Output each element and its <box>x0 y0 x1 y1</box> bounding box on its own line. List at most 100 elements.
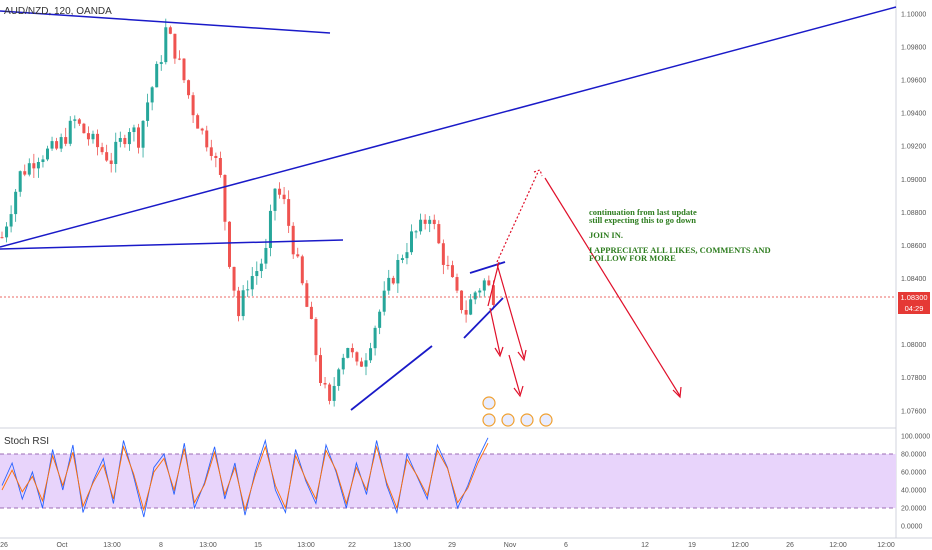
time-axis-label: 29 <box>448 542 456 549</box>
stoch-axis[interactable]: 100.0000 80.0000 60.0000 40.0000 20.0000 0.00… <box>901 434 930 531</box>
candle-body <box>350 347 354 353</box>
trendline-channel-low[interactable] <box>350 345 433 411</box>
wedge-upper[interactable] <box>469 261 506 274</box>
candle-body <box>141 120 145 148</box>
stoch-series-line <box>1 442 489 512</box>
price-axis-label: 1.08600 <box>901 243 926 250</box>
annotation-line: I APPRECIATE ALL LIKES, COMMENTS AND <box>589 245 771 255</box>
stoch-axis-label: 40.0000 <box>901 488 926 495</box>
candle-body <box>405 252 409 259</box>
candle-body <box>59 137 63 149</box>
candle-body <box>23 171 27 175</box>
time-axis-label: 12:00 <box>877 542 895 549</box>
time-axis-label: 13:00 <box>393 542 411 549</box>
price-axis-label: 1.08800 <box>901 210 926 217</box>
time-axis-label: 6 <box>564 542 568 549</box>
flag-icon[interactable] <box>539 413 553 427</box>
price-axis-label: 1.09600 <box>901 78 926 85</box>
annotation-line: still expecting this to go down <box>589 215 696 225</box>
flag-icon[interactable] <box>482 413 496 427</box>
candle-body <box>355 352 359 362</box>
candle-body <box>77 119 81 124</box>
time-axis-label: 12 <box>641 542 649 549</box>
candle-body <box>237 290 241 317</box>
candle-body <box>460 290 464 311</box>
trendlines[interactable] <box>0 6 897 411</box>
candle-body <box>46 148 49 160</box>
candle-body <box>82 123 86 134</box>
candle-body <box>109 160 113 164</box>
flag-icon[interactable] <box>482 396 496 410</box>
candle-body <box>96 133 100 148</box>
trendline-top[interactable] <box>0 10 331 34</box>
candle-body <box>391 277 395 284</box>
candle-body <box>223 174 227 222</box>
arrow-3[interactable] <box>489 307 501 355</box>
time-axis-label: Nov <box>504 542 517 549</box>
arrow-4-head <box>513 385 524 398</box>
event-icons[interactable] <box>482 396 553 427</box>
time-axis-label: 13:00 <box>199 542 217 549</box>
candle-body <box>18 171 22 192</box>
time-axis-label: Oct <box>57 542 68 549</box>
candle-body <box>473 292 477 300</box>
candle-body <box>250 276 254 290</box>
arrow-4[interactable] <box>508 354 521 395</box>
time-axis-label: 13:00 <box>297 542 315 549</box>
trendline-support[interactable] <box>0 239 344 250</box>
annotation-line: continuation from last update <box>589 207 697 217</box>
candle-body <box>150 87 154 103</box>
candle-body <box>432 219 436 225</box>
candle-body <box>414 231 418 233</box>
time-axis-label: 15 <box>254 542 262 549</box>
candle-body <box>309 306 313 319</box>
flag-icon[interactable] <box>520 413 534 427</box>
candle-body <box>328 384 332 401</box>
candle-body <box>359 361 363 367</box>
candle-body <box>68 120 72 144</box>
candle-body <box>196 115 200 129</box>
wedge-lower[interactable] <box>463 297 504 339</box>
stoch-band <box>0 454 896 508</box>
candles-group <box>0 18 495 407</box>
arrow-2[interactable] <box>496 263 525 359</box>
time-axis-label: 19 <box>688 542 696 549</box>
candle-body <box>369 348 373 361</box>
indicator-title: Stoch RSI <box>4 436 50 447</box>
candle-body <box>14 191 18 215</box>
arrow-1[interactable] <box>487 261 500 307</box>
stoch-axis-label: 80.0000 <box>901 452 926 459</box>
stoch-axis-label: 0.0000 <box>901 524 923 531</box>
candle-body <box>319 355 322 384</box>
candle-body <box>291 225 295 255</box>
candle-body <box>73 119 77 121</box>
candle-body <box>450 265 454 278</box>
time-axis-label: 26 <box>786 542 794 549</box>
candle-body <box>282 194 286 200</box>
candle-body <box>205 130 209 148</box>
candle-body <box>105 152 109 161</box>
candle-body <box>264 247 268 264</box>
candle-body <box>214 155 218 159</box>
candle-body <box>378 311 382 328</box>
price-panel[interactable] <box>0 0 896 428</box>
time-axis[interactable]: 26 Oct 13:00 8 13:00 15 13:00 22 13:00 29 Nov 6 12 19… <box>0 542 895 549</box>
candle-body <box>482 280 486 291</box>
candle-body <box>491 285 495 305</box>
arrow-5[interactable] <box>544 177 681 397</box>
trendline-rising[interactable] <box>0 6 897 248</box>
candle-body <box>159 62 163 64</box>
flag-icon[interactable] <box>501 413 515 427</box>
candle-body <box>173 33 177 59</box>
candle-body <box>314 318 318 356</box>
candle-body <box>373 327 377 349</box>
price-axis[interactable]: 1.10000 1.09800 1.09600 1.09400 1.09200 1.090… <box>901 11 926 415</box>
candle-body <box>0 237 4 239</box>
candle-body <box>127 132 131 145</box>
candle-body <box>446 264 450 266</box>
dotted-projection-up[interactable] <box>496 171 539 263</box>
candle-body <box>410 231 413 253</box>
projection-arrows[interactable] <box>487 169 682 399</box>
candle-body <box>255 271 259 277</box>
